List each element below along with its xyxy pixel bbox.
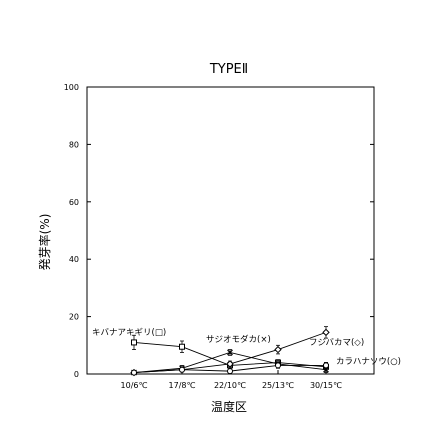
chart-title: TYPEⅡ xyxy=(209,62,248,77)
x-tick-label: 25/13℃ xyxy=(262,381,294,390)
series-label: キバナアキギリ(□) xyxy=(92,328,166,338)
series-layer xyxy=(130,326,330,377)
y-tick-label: 80 xyxy=(69,140,79,149)
y-axis: 0 20 40 60 80 100 xyxy=(64,83,374,379)
series-circle xyxy=(131,362,329,376)
y-tick-label: 20 xyxy=(69,313,79,322)
series-label: サジオモダカ(×) xyxy=(206,334,271,345)
series-labels: キバナアキギリ(□) サジオモダカ(×) フジバカマ(◇) カラハナソウ(○) xyxy=(92,328,401,367)
y-tick-label: 0 xyxy=(74,370,79,379)
series-label: カラハナソウ(○) xyxy=(336,357,401,367)
y-tick-label: 100 xyxy=(64,83,79,92)
x-tick-label: 10/6℃ xyxy=(121,381,148,390)
circle-marker xyxy=(179,366,185,373)
square-marker xyxy=(131,339,137,346)
x-marker xyxy=(227,349,233,356)
diamond-marker xyxy=(322,328,330,337)
diamond-marker xyxy=(226,360,234,368)
y-tick-label: 40 xyxy=(69,255,79,264)
diamond-marker xyxy=(274,345,282,354)
x-tick-label: 17/8℃ xyxy=(169,381,196,390)
circle-marker xyxy=(131,369,137,376)
square-marker xyxy=(179,343,185,350)
x-tick-label: 30/15℃ xyxy=(310,381,342,390)
x-tick-label: 22/10℃ xyxy=(214,381,246,390)
y-axis-label: 発芽率(%) xyxy=(37,214,52,271)
y-tick-label: 60 xyxy=(69,198,79,207)
circle-marker xyxy=(227,368,233,375)
x-axis-label: 温度区 xyxy=(211,399,247,414)
circle-marker xyxy=(275,362,281,369)
series-label: フジバカマ(◇) xyxy=(309,338,364,348)
circle-marker xyxy=(323,362,329,369)
